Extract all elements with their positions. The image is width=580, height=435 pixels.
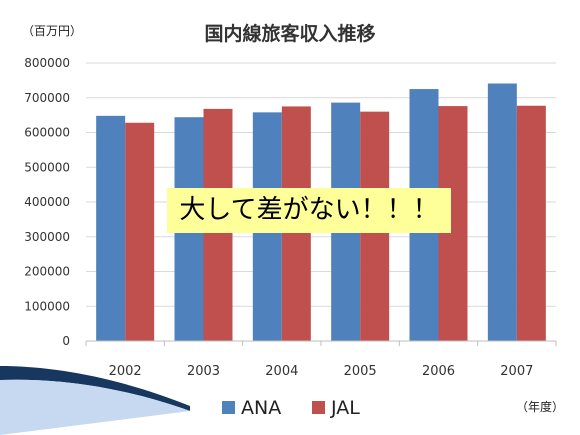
x-tick-label: 2007 [500,364,533,379]
callout-text: 大して差がない！！！ [167,188,451,233]
legend-label-ana: ANA [241,397,281,419]
y-tick-label: 100000 [24,299,70,313]
y-tick-label: 700000 [24,91,70,105]
x-axis: 2002 2003 2004 2005 2006 2007 [85,340,557,379]
bar-ana-2002 [96,115,126,341]
unit-label: （百万円） [22,24,83,38]
gridlines [86,62,556,307]
y-axis: 0 100000 200000 300000 400000 500000 600000 700… [24,56,70,348]
x-tick-label: 2005 [344,364,377,379]
chart-title: 国内線旅客収入推移 [204,22,375,45]
y-tick-label: 400000 [24,195,70,209]
legend-swatch-ana [222,401,235,414]
x-tick-label: 2004 [265,364,298,379]
bar-jal-2007 [516,105,546,342]
legend-label-jal: JAL [330,397,360,419]
x-tick-label: 2006 [422,364,455,379]
bar-jal-2002 [125,122,155,342]
y-tick-label: 0 [62,334,70,348]
y-tick-label: 800000 [24,56,70,70]
x-tick-label: 2003 [187,364,220,379]
decorative-swoosh [0,366,190,411]
y-tick-label: 500000 [24,160,70,174]
y-tick-label: 200000 [24,265,70,279]
bar-ana-2007 [487,83,517,341]
x-tick-label: 2002 [109,364,142,379]
legend: ANA JAL [0,366,360,435]
decorative-swoosh-light [0,379,190,435]
y-tick-label: 300000 [24,230,70,244]
y-tick-label: 600000 [24,126,70,140]
legend-swatch-jal [312,401,325,414]
year-label: （年度） [516,400,565,414]
